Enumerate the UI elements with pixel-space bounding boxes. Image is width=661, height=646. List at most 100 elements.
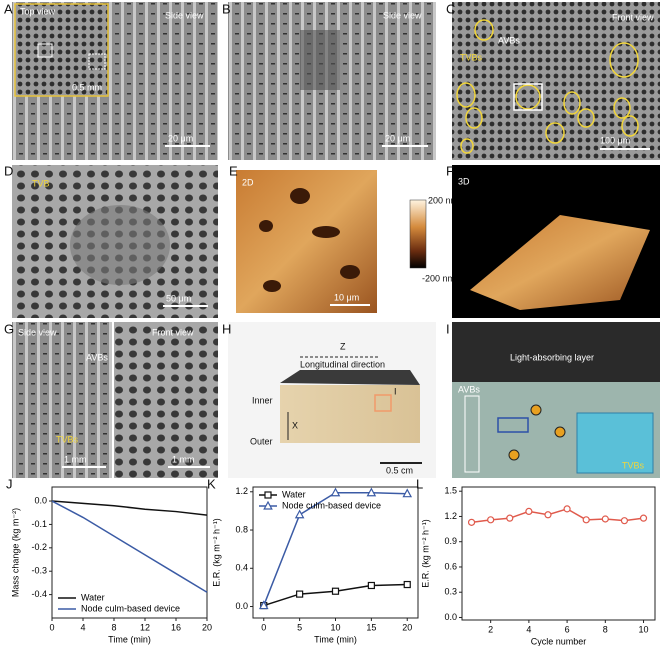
x-tick-label: 4	[526, 624, 531, 634]
inset	[14, 3, 109, 97]
y-tick-label: 0.6	[444, 561, 457, 571]
colorbar-label: -200 nm	[422, 273, 455, 283]
label: 2D	[242, 177, 254, 187]
panel-b: B Side view 20 μm	[222, 1, 436, 160]
vessel-markers	[456, 19, 639, 154]
y-tick-label: -0.1	[31, 519, 47, 529]
label: I	[394, 386, 397, 396]
marker	[467, 518, 476, 526]
label: Z	[340, 341, 346, 351]
label: AVBs	[498, 35, 520, 45]
legend-label: Node culm-based device	[282, 500, 381, 510]
panel-letter: L	[416, 476, 423, 491]
label: X	[292, 420, 298, 430]
label: Inner	[252, 395, 273, 405]
marker	[563, 505, 571, 513]
marker	[294, 509, 305, 519]
scale-label: 20 μm	[385, 133, 410, 143]
scale-label: 100 μm	[600, 135, 630, 145]
y-tick-label: 1.5	[444, 486, 457, 496]
y-axis-label: Mass change (kg m⁻²)	[10, 508, 20, 597]
box	[88, 53, 106, 70]
x-tick-label: 20	[402, 622, 412, 632]
panel-c: C AVBs TVBs Front view 100 μm	[446, 1, 660, 160]
marker	[296, 590, 304, 598]
panel-f: F 3D	[446, 163, 660, 318]
x-tick-label: 5	[297, 622, 302, 632]
x-tick-label: 12	[140, 622, 150, 632]
series-line	[51, 500, 208, 593]
y-tick-label: -0.3	[31, 566, 47, 576]
label: Side view	[165, 10, 204, 20]
panel-g: G Side view Front view AVBs TVBs 1 mm 1 …	[4, 321, 218, 478]
panel-i: I Light-absorbing layer AVBs TVBs	[446, 321, 660, 478]
y-tick-label: 0.9	[444, 536, 457, 546]
marker	[620, 517, 629, 525]
label: AVBs	[458, 384, 480, 394]
y-tick-label: 0.0	[235, 601, 248, 611]
micrograph	[114, 322, 218, 478]
marker	[258, 600, 269, 610]
label: AVBs	[86, 352, 108, 362]
label: Front view	[152, 327, 194, 337]
panel-letter: J	[6, 476, 13, 491]
x-tick-label: 4	[80, 622, 85, 632]
wood-block	[280, 385, 420, 443]
x-tick-label: 8	[111, 622, 116, 632]
x-tick-label: 6	[565, 624, 570, 634]
label: Longitudinal direction	[300, 359, 385, 369]
marker	[487, 516, 495, 524]
legend-marker	[263, 500, 273, 510]
marker	[582, 516, 590, 524]
label: Light-absorbing layer	[510, 352, 594, 362]
colorbar	[409, 199, 427, 269]
absorbing-layer	[280, 370, 420, 385]
y-axis-label: E.R. (kg m⁻² h⁻¹)	[420, 519, 430, 588]
y-tick-label: 0.0	[34, 495, 47, 505]
legend-label: Water	[282, 489, 306, 499]
box	[497, 417, 529, 433]
marker	[544, 511, 552, 519]
panel-letter: K	[207, 476, 216, 491]
box	[374, 394, 392, 412]
plot-frame	[51, 486, 208, 619]
x-tick-label: 15	[366, 622, 376, 632]
marker	[331, 587, 340, 595]
texture	[300, 30, 340, 90]
panel-letter: D	[4, 163, 13, 178]
series-line	[471, 508, 644, 524]
x-axis-label: Time (min)	[108, 634, 151, 644]
scale-label: 1 mm	[172, 454, 195, 464]
marker	[639, 514, 648, 522]
box	[464, 395, 480, 473]
y-tick-label: -0.4	[31, 589, 47, 599]
marker	[601, 515, 609, 523]
legend-label: Node culm-based device	[81, 603, 180, 613]
panel-a: A Top view Side view 0.5 mm 20 μm	[4, 1, 218, 160]
label: Outer	[250, 436, 273, 446]
panel-letter: B	[222, 1, 231, 16]
label: TVB	[32, 178, 50, 188]
marker	[330, 487, 341, 497]
x-tick-label: 0	[261, 622, 266, 632]
scale-label: 20 μm	[168, 133, 193, 143]
pits	[259, 188, 360, 292]
scale-label: 1 mm	[64, 454, 87, 464]
marker	[402, 488, 413, 498]
x-tick-label: 16	[171, 622, 181, 632]
legend-label: Water	[81, 592, 105, 602]
y-tick-label: 1.2	[444, 511, 457, 521]
box	[513, 83, 543, 111]
x-tick-label: 2	[488, 624, 493, 634]
y-axis-label: E.R. (kg m⁻² h⁻¹)	[211, 518, 221, 587]
scale-label: 10 μm	[334, 292, 359, 302]
panel-d: D TVB 50 μm	[4, 163, 218, 318]
marker	[525, 507, 533, 516]
marker	[506, 514, 514, 522]
label: Side view	[383, 10, 422, 20]
panel-e: E 2D 10 μm 200 nm -200 nm	[229, 163, 458, 313]
y-tick-label: 1.2	[235, 486, 248, 496]
scale-label: 0.5 cm	[386, 465, 413, 475]
